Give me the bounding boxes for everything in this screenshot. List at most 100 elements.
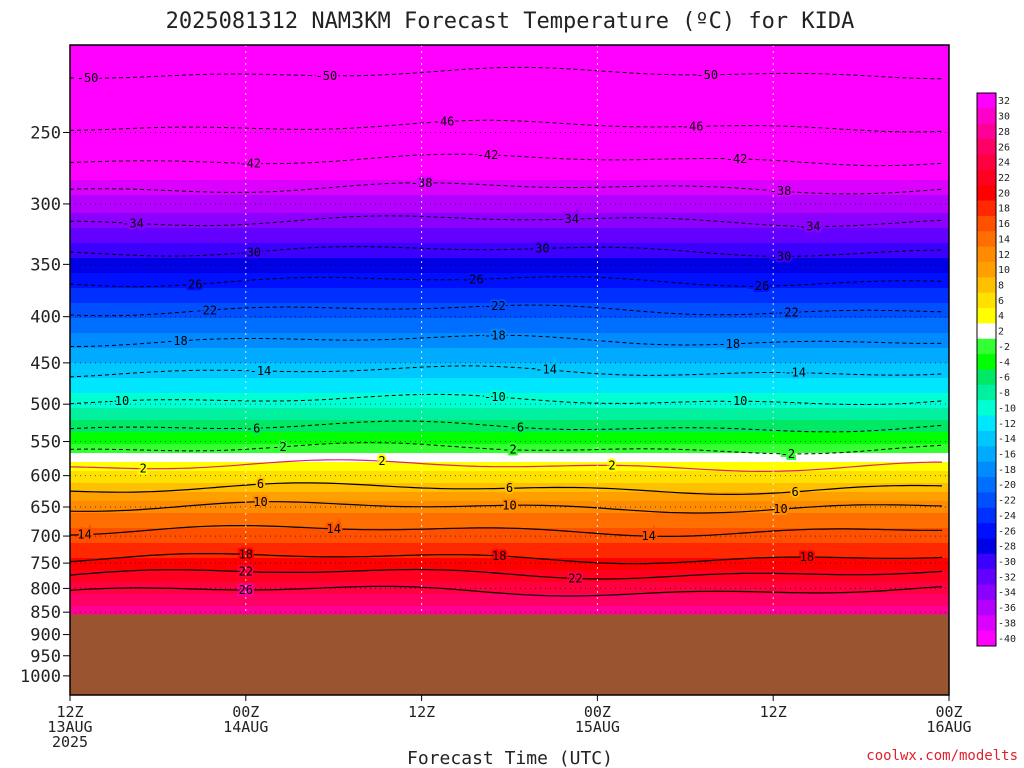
temperature-band — [70, 126, 949, 130]
colorbar-label: 30 — [998, 112, 1010, 123]
temperature-band — [70, 351, 949, 355]
colorbar-label: 12 — [998, 250, 1010, 261]
temperature-band — [70, 144, 949, 148]
colorbar-label: -24 — [998, 511, 1016, 522]
temperature-band — [70, 468, 949, 472]
isotherm-line — [70, 442, 943, 455]
temperature-band — [70, 477, 949, 481]
colorbar-segment — [977, 93, 996, 109]
temperature-band — [70, 369, 949, 373]
y-tick-label: 850 — [30, 603, 61, 623]
temperature-band — [70, 255, 949, 259]
contour-label: -18 — [718, 337, 740, 351]
contour-label: -18 — [484, 328, 506, 342]
temperature-band — [70, 261, 949, 265]
temperature-band — [70, 207, 949, 211]
x-tick-label: 12Z — [408, 703, 435, 721]
temperature-band — [70, 453, 949, 457]
colorbar-segment — [977, 108, 996, 125]
temperature-band — [70, 297, 949, 301]
temperature-band — [70, 90, 949, 94]
contour-label: -10 — [484, 390, 506, 404]
temperature-band — [70, 501, 949, 505]
isotherm-line — [70, 552, 943, 565]
temperature-band — [70, 105, 949, 109]
contour-label: 14 — [326, 522, 340, 536]
temperature-band — [70, 156, 949, 160]
temperature-band — [70, 546, 949, 550]
temperature-band — [70, 273, 949, 277]
temperature-band — [70, 516, 949, 520]
temperature-band — [70, 120, 949, 124]
temperature-band — [70, 66, 949, 70]
isotherm-line — [70, 304, 943, 317]
temperature-band — [70, 459, 949, 463]
temperature-band — [70, 60, 949, 64]
colorbar-label: 20 — [998, 188, 1010, 199]
colorbar-label: 28 — [998, 127, 1010, 138]
colorbar-segment — [977, 354, 996, 370]
temperature-band — [70, 354, 949, 358]
y-tick-label: 700 — [30, 527, 61, 547]
colorbar: 32 30 28 26 24 22 20 18 16 14 12 10 8 6 4 2 -2 -4 -6 -8 -10 -… — [976, 92, 1016, 647]
temperature-band — [70, 117, 949, 121]
temperature-band — [70, 249, 949, 253]
isotherm-line — [70, 119, 943, 133]
colorbar-label: -28 — [998, 542, 1016, 553]
temperature-band — [70, 270, 949, 274]
contour-label: 6 — [506, 481, 513, 495]
colorbar-label: -20 — [998, 480, 1016, 491]
temperature-band — [70, 609, 949, 613]
contour-label: 10 — [502, 498, 516, 512]
temperature-band — [70, 111, 949, 115]
contour-label: 22 — [568, 572, 582, 586]
temperature-band — [70, 321, 949, 325]
temperature-band — [70, 48, 949, 52]
y-tick-label: 900 — [30, 626, 61, 646]
temperature-band — [70, 240, 949, 244]
temperature-band — [70, 591, 949, 595]
colorbar-segment — [977, 553, 996, 570]
colorbar-segment — [977, 154, 996, 171]
contour-label: 26 — [239, 583, 253, 597]
temperature-band — [70, 183, 949, 187]
colorbar-segment — [977, 615, 996, 632]
temperature-band — [70, 252, 949, 256]
temperature-band — [70, 84, 949, 88]
colorbar-label: -30 — [998, 557, 1016, 568]
temperature-band — [70, 525, 949, 529]
temperature-band — [70, 495, 949, 499]
colorbar-label: -38 — [998, 618, 1016, 629]
temperature-band — [70, 417, 949, 421]
temperature-band — [70, 402, 949, 406]
temperature-band — [70, 405, 949, 409]
temperature-band — [70, 282, 949, 286]
colorbar-segment — [977, 523, 996, 539]
temperature-band — [70, 597, 949, 601]
contour-label: 14 — [641, 529, 655, 543]
temperature-band — [70, 153, 949, 157]
temperature-band — [70, 507, 949, 511]
colorbar-segment — [977, 246, 996, 263]
colorbar-segment — [977, 139, 996, 155]
colorbar-segment — [977, 538, 996, 555]
temperature-band — [70, 348, 949, 352]
temperature-band — [70, 411, 949, 415]
colorbar-segment — [977, 292, 996, 309]
gridlines — [70, 45, 949, 695]
colorbar-segment — [977, 277, 996, 294]
temperature-band — [70, 576, 949, 580]
temperature-band — [70, 174, 949, 178]
colorbar-label: 24 — [998, 158, 1010, 169]
colorbar-label: -6 — [998, 373, 1010, 384]
temperature-band — [70, 345, 949, 349]
temperature-band — [70, 219, 949, 223]
colorbar-segment — [977, 599, 996, 616]
temperature-band — [70, 498, 949, 502]
y-tick-label: 300 — [30, 195, 61, 215]
colorbar-label: 2 — [998, 327, 1004, 338]
temperature-band — [70, 366, 949, 370]
isotherm-line — [70, 182, 943, 195]
below-ground-mask — [70, 614, 949, 695]
